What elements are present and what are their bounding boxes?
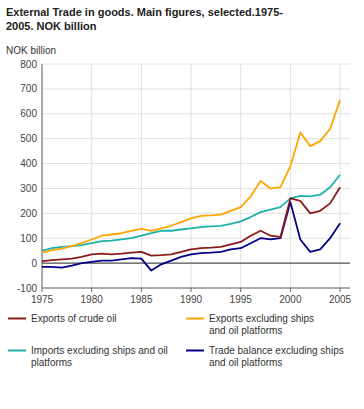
y-tick-label: 0 — [31, 258, 37, 269]
x-grid-line — [290, 64, 291, 288]
legend-swatch — [8, 350, 26, 352]
x-tick-label: 1995 — [230, 294, 253, 305]
chart: External Trade in goods. Main figures, s… — [0, 0, 364, 409]
y-grid-line — [42, 288, 350, 289]
y-grid-line — [42, 113, 350, 114]
series-line — [42, 175, 340, 251]
legend-label-line: Imports excluding ships and oil — [31, 345, 168, 356]
series-line — [42, 187, 340, 261]
x-tick — [240, 288, 241, 292]
y-axis-label: NOK billion — [6, 45, 56, 56]
y-axis-line — [42, 64, 43, 288]
y-tick-label: 400 — [20, 158, 37, 169]
y-tick-label: 700 — [20, 83, 37, 94]
x-tick — [42, 288, 43, 292]
x-tick-label: 1985 — [130, 294, 153, 305]
y-tick-label: -100 — [17, 283, 37, 294]
grid — [42, 64, 350, 288]
x-tick-label: 1990 — [180, 294, 203, 305]
y-grid-line — [42, 88, 350, 89]
y-grid-line — [42, 188, 350, 189]
x-tick — [340, 288, 341, 292]
legend-label-line: and oil platforms — [209, 325, 282, 336]
legend-label-line: and oil platforms — [209, 357, 282, 368]
legend-label: Exports excluding shipsand oil platforms — [209, 313, 314, 336]
y-tick-label: 200 — [20, 208, 37, 219]
y-tick-label: 100 — [20, 233, 37, 244]
y-grid-line — [42, 163, 350, 164]
legend-label: Exports of crude oil — [31, 313, 117, 324]
x-tick — [290, 288, 291, 292]
x-grid-line — [240, 64, 241, 288]
x-grid-line — [42, 64, 43, 288]
x-grid-line — [141, 64, 142, 288]
title-line: 2005. NOK billion — [6, 20, 97, 32]
y-tick-label: 500 — [20, 133, 37, 144]
lines — [42, 100, 340, 270]
x-tick-label: 1975 — [31, 294, 54, 305]
title: External Trade in goods. Main figures, s… — [6, 6, 283, 32]
x-tick — [191, 288, 192, 292]
legend-label-line: Exports excluding ships — [209, 313, 314, 324]
x-tick-label: 1980 — [81, 294, 104, 305]
x-axis-line — [42, 288, 350, 289]
series-line — [42, 100, 340, 253]
x-tick-label: 2000 — [279, 294, 302, 305]
legend-label-line: Exports of crude oil — [31, 313, 117, 324]
legend-label-line: Trade balance excluding ships — [209, 345, 344, 356]
legend: Exports of crude oil Exports excluding sh… — [8, 313, 344, 368]
legend-swatch — [186, 350, 204, 352]
series-line — [42, 202, 340, 270]
x-tick — [91, 288, 92, 292]
y-tick-label: 300 — [20, 183, 37, 194]
y-grid-line — [42, 64, 350, 65]
legend-label: Imports excluding ships and oilplatforms — [31, 345, 168, 368]
y-tick-label: 800 — [20, 59, 37, 70]
y-tick-label: 600 — [20, 108, 37, 119]
legend-label: Trade balance excluding shipsand oil pla… — [209, 345, 344, 368]
legend-label-line: platforms — [31, 357, 72, 368]
legend-swatch — [8, 318, 26, 320]
x-tick — [141, 288, 142, 292]
y-grid-line — [42, 213, 350, 214]
title-line: External Trade in goods. Main figures, s… — [6, 6, 283, 18]
legend-swatch — [186, 318, 204, 320]
x-tick-label: 2005 — [329, 294, 352, 305]
y-grid-line — [42, 238, 350, 239]
